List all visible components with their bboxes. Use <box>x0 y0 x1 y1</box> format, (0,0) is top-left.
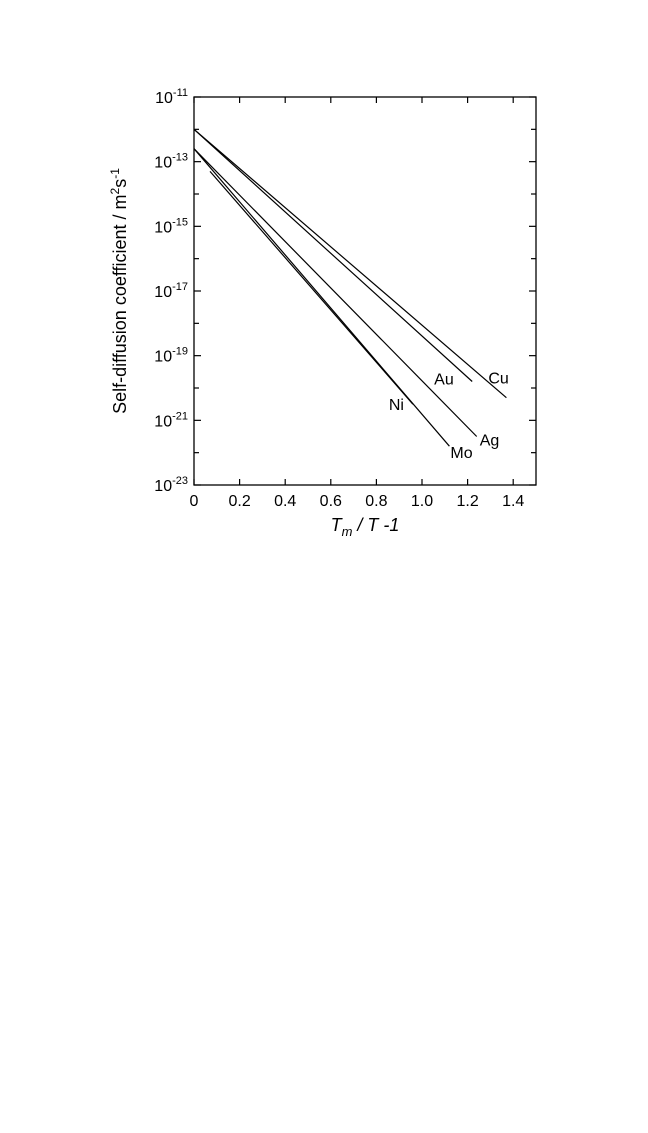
x-axis-title-sub: m <box>342 524 353 539</box>
y-tick-label-base: 10 <box>155 90 173 107</box>
y-tick-label: 10-17 <box>154 281 188 301</box>
y-tick-label-exponent: -19 <box>172 346 188 358</box>
y-tick-label: 10-11 <box>155 87 188 107</box>
y-tick-label: 10-15 <box>154 216 188 236</box>
series-labels: Cu Au Ag Mo Ni <box>389 371 509 463</box>
y-tick-label-base: 10 <box>154 284 172 301</box>
series-lines <box>193 128 507 447</box>
y-tick-label: 10-21 <box>154 410 188 430</box>
x-axis-title-rest: / T -1 <box>352 515 399 535</box>
y-tick-label: 10-23 <box>154 475 188 495</box>
x-tick-label: 0.6 <box>320 493 342 510</box>
x-tick-label: 1.4 <box>502 493 524 510</box>
series-label-ag: Ag <box>480 433 500 450</box>
series-line-ni <box>209 171 414 405</box>
x-tick-label: 0.8 <box>365 493 387 510</box>
series-line-cu <box>193 128 507 399</box>
series-line-ag <box>193 148 478 437</box>
series-line-au <box>193 128 473 382</box>
x-tick-label: 0.2 <box>228 493 250 510</box>
y-axis-title: Self-diffusion coefficient / m2s-1 <box>108 168 130 414</box>
y-tick-label-exponent: -23 <box>172 475 188 487</box>
y-tick-label-exponent: -15 <box>172 216 188 228</box>
x-axis-ticks: 0 0.2 0.4 0.6 0.8 1.0 1.2 1.4 <box>190 97 524 510</box>
y-tick-label-base: 10 <box>154 349 172 366</box>
x-tick-label: 0 <box>190 493 199 510</box>
y-tick-label-exponent: -17 <box>172 281 188 293</box>
y-tick-label-base: 10 <box>154 219 172 236</box>
y-axis-title-sup1: 2 <box>108 187 122 194</box>
y-axis-title-mid: s <box>110 179 130 188</box>
x-axis-title-main: T <box>331 515 344 535</box>
y-tick-label-exponent: -13 <box>172 152 188 164</box>
series-label-cu: Cu <box>488 371 508 388</box>
series-label-mo: Mo <box>450 445 472 462</box>
y-tick-label-base: 10 <box>154 155 172 172</box>
x-tick-label: 1.0 <box>411 493 433 510</box>
y-tick-label: 10-19 <box>154 346 188 366</box>
y-tick-label: 10-13 <box>154 152 188 172</box>
y-tick-label-base: 10 <box>154 478 172 495</box>
x-axis-title: Tm / T -1 <box>331 515 400 539</box>
y-tick-label-exponent: -21 <box>172 410 188 422</box>
plot-frame <box>193 96 537 486</box>
y-axis-title-main: Self-diffusion coefficient / m <box>110 194 130 413</box>
x-tick-label: 0.4 <box>274 493 296 510</box>
series-label-ni: Ni <box>389 397 404 414</box>
y-tick-label-base: 10 <box>154 413 172 430</box>
y-axis-title-sup2: -1 <box>108 168 122 179</box>
series-label-au: Au <box>434 372 454 389</box>
y-tick-label-exponent: -11 <box>173 87 188 99</box>
x-tick-label: 1.2 <box>456 493 478 510</box>
